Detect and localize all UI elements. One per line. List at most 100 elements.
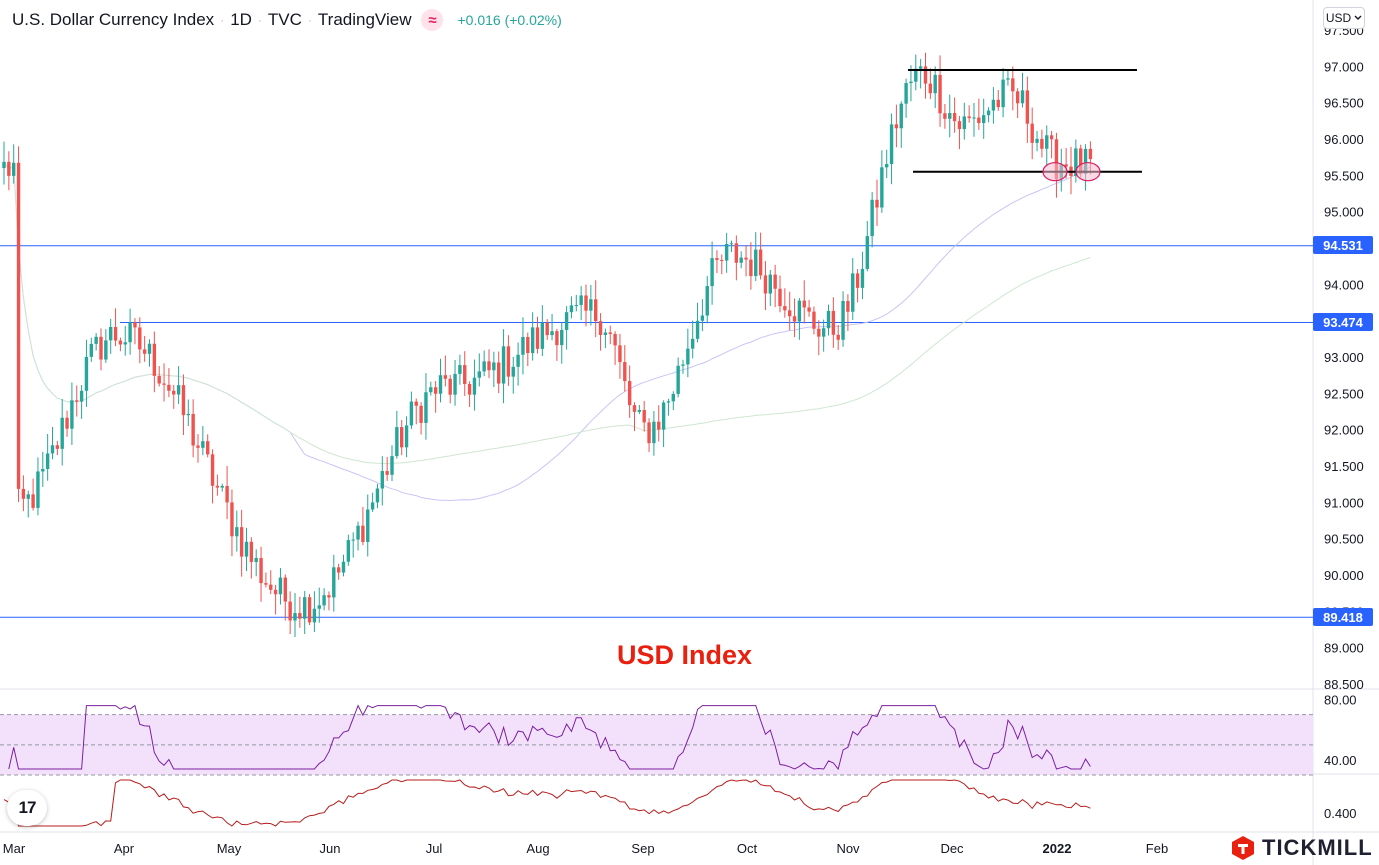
candle-body: [715, 258, 719, 260]
candle-body: [312, 608, 317, 623]
candle-body: [458, 365, 462, 374]
candle-body: [55, 445, 60, 449]
candle-body: [710, 258, 714, 287]
y-tick-label: 95.500: [1324, 168, 1364, 183]
price-tag-89: 89.418: [1313, 608, 1373, 626]
candle-body: [152, 343, 157, 376]
candle-body: [239, 527, 244, 557]
candle-body: [395, 427, 399, 457]
candle-body: [482, 361, 486, 372]
candle-body: [109, 326, 113, 341]
candle-body: [894, 124, 899, 129]
candle-body: [632, 405, 637, 412]
candle-body: [419, 405, 423, 423]
candle-body: [758, 249, 763, 276]
candle-body: [943, 113, 947, 119]
candle-body: [540, 322, 545, 349]
candle-body: [322, 595, 326, 606]
candle-body: [361, 525, 365, 542]
candle-body: [579, 295, 583, 305]
x-tick-label: Mar: [3, 841, 26, 856]
candle-body: [341, 561, 346, 573]
candle-body: [370, 502, 375, 510]
candle-body: [933, 74, 937, 94]
support-touch-marker: [1075, 162, 1101, 182]
candle-body: [763, 275, 768, 294]
candle-body: [661, 402, 666, 430]
y-tick-label: 90.000: [1324, 568, 1364, 583]
candle-body: [210, 454, 215, 486]
interval-label[interactable]: 1D: [230, 10, 252, 29]
tickmill-brand: TICKMILL: [1230, 833, 1373, 863]
candle-body: [991, 99, 996, 111]
candle-body: [870, 199, 874, 237]
symbol-name[interactable]: U.S. Dollar Currency Index: [12, 10, 215, 29]
indicator-icon[interactable]: ≈: [421, 9, 444, 31]
candle-body: [453, 373, 457, 395]
candle-body: [336, 567, 341, 573]
candle-body: [70, 400, 74, 429]
candle-body: [26, 494, 30, 499]
candle-body: [821, 328, 826, 337]
support-touch-marker: [1042, 162, 1068, 182]
candle-body: [652, 421, 656, 444]
candle-body: [1088, 148, 1093, 160]
candle-body: [918, 66, 923, 69]
y-tick-label: 89.000: [1324, 641, 1364, 656]
candle-body: [1054, 139, 1059, 180]
candle-body: [36, 471, 40, 508]
candle-body: [467, 384, 472, 395]
candle-body: [724, 243, 729, 261]
y-tick-label: 97.000: [1324, 59, 1364, 74]
candle-body: [497, 362, 501, 384]
candle-body: [608, 332, 612, 334]
rsi-tick-label: 80.00: [1324, 693, 1357, 708]
y-tick-label: 96.500: [1324, 96, 1364, 111]
y-tick-label: 92.000: [1324, 423, 1364, 438]
candle-body: [443, 375, 448, 379]
candle-body: [264, 583, 268, 585]
candle-body: [60, 417, 64, 449]
candle-body: [788, 310, 792, 317]
separator-dot: ·: [307, 13, 312, 27]
candle-body: [589, 299, 593, 311]
candle-body: [128, 322, 132, 343]
candle-body: [249, 541, 254, 562]
candle-body: [972, 117, 976, 119]
candle-body: [889, 124, 894, 165]
chart-header: U.S. Dollar Currency Index · 1D · TVC · …: [12, 8, 562, 32]
candles-group: [2, 52, 1093, 637]
candle-body: [817, 328, 821, 337]
candle-body: [671, 393, 675, 402]
candle-body: [2, 161, 6, 169]
candle-body: [366, 509, 370, 542]
candle-body: [172, 390, 176, 395]
candle-body: [948, 113, 952, 119]
x-tick-label: Sep: [631, 841, 654, 856]
y-tick-label: 95.000: [1324, 205, 1364, 220]
candle-body: [118, 340, 123, 345]
candle-body: [157, 375, 161, 384]
candle-body: [492, 362, 496, 371]
rsi-line: [8, 704, 1091, 771]
candle-body: [191, 413, 195, 446]
candle-body: [530, 327, 535, 354]
x-tick-label: Jun: [320, 841, 341, 856]
candle-body: [380, 471, 384, 489]
candle-body: [1079, 148, 1083, 174]
candle-body: [700, 315, 705, 321]
x-tick-label: Aug: [526, 841, 549, 856]
candle-body: [739, 257, 743, 263]
tradingview-logo[interactable]: 17: [7, 790, 47, 826]
candle-body: [802, 300, 806, 308]
candle-body: [351, 539, 355, 541]
candle-body: [885, 164, 889, 168]
candle-body: [880, 167, 884, 208]
candle-body: [138, 327, 142, 350]
candle-body: [914, 68, 918, 82]
candle-body: [729, 243, 734, 245]
currency-button[interactable]: USD: [1323, 7, 1365, 29]
candle-body: [409, 401, 414, 426]
candle-body: [487, 361, 491, 371]
